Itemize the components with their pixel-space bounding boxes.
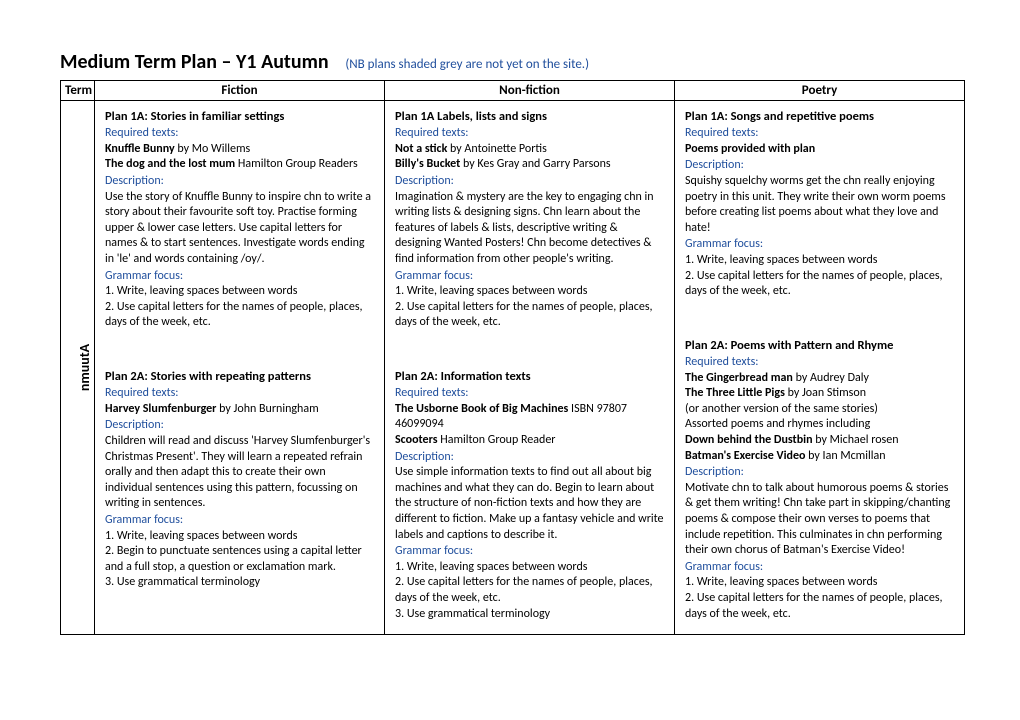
required-texts-label: Required texts:: [395, 386, 664, 402]
divider: [385, 343, 674, 361]
text-line: The Gingerbread man by Audrey Daly: [685, 371, 954, 387]
description-label: Description:: [395, 450, 664, 466]
description-label: Description:: [105, 174, 374, 190]
text-line: Batman's Exercise Video by Ian Mcmillan: [685, 449, 954, 465]
required-texts-label: Required texts:: [685, 126, 954, 142]
description-label: Description:: [685, 465, 954, 481]
text-line: The Usborne Book of Big Machines ISBN 97…: [395, 402, 664, 433]
fiction-plan-2a: Plan 2A: Stories with repeating patterns…: [95, 361, 384, 603]
required-texts-label: Required texts:: [105, 386, 374, 402]
text-line: Down behind the Dustbin by Michael rosen: [685, 433, 954, 449]
plan-title: Plan 1A: Songs and repetitive poems: [685, 109, 954, 125]
grammar-label: Grammar focus:: [105, 269, 374, 285]
plan-title: Plan 2A: Information texts: [395, 369, 664, 385]
plan-title: Plan 1A: Stories in familiar settings: [105, 109, 374, 125]
grammar-item: 3. Use grammatical terminology: [395, 607, 664, 623]
grammar-item: 1. Write, leaving spaces between words: [685, 253, 954, 269]
text-line: Scooters Hamilton Group Reader: [395, 433, 664, 449]
description-label: Description:: [395, 174, 664, 190]
text-line: Knuffle Bunny by Mo Willems: [105, 142, 374, 158]
text-line: The dog and the lost mum Hamilton Group …: [105, 157, 374, 173]
grammar-item: 1. Write, leaving spaces between words: [685, 575, 954, 591]
divider: [675, 312, 964, 330]
grammar-label: Grammar focus:: [685, 560, 954, 576]
grammar-item: 2. Use capital letters for the names of …: [685, 269, 954, 300]
header: Medium Term Plan – Y1 Autumn (NB plans s…: [60, 50, 960, 74]
fiction-cell: Plan 1A: Stories in familiar settings Re…: [95, 101, 385, 635]
poetry-plan-1a: Plan 1A: Songs and repetitive poems Requ…: [675, 101, 964, 312]
text-line: (or another version of the same stories): [685, 402, 954, 418]
term-cell: nmuutA: [61, 101, 95, 635]
subtitle: (NB plans shaded grey are not yet on the…: [345, 57, 589, 72]
grammar-item: 2. Use capital letters for the names of …: [105, 300, 374, 331]
col-term: Term: [61, 81, 95, 101]
description-text: Imagination & mystery are the key to eng…: [395, 190, 664, 268]
grammar-label: Grammar focus:: [105, 513, 374, 529]
term-label: nmuutA: [76, 344, 93, 391]
grammar-label: Grammar focus:: [685, 237, 954, 253]
col-nonfiction: Non-fiction: [385, 81, 675, 101]
description-label: Description:: [685, 158, 954, 174]
text-line: Assorted poems and rhymes including: [685, 417, 954, 433]
fiction-plan-1a: Plan 1A: Stories in familiar settings Re…: [95, 101, 384, 343]
plan-title: Plan 2A: Stories with repeating patterns: [105, 369, 374, 385]
grammar-item: 1. Write, leaving spaces between words: [395, 284, 664, 300]
table-row: nmuutA Plan 1A: Stories in familiar sett…: [61, 101, 965, 635]
text-line: The Three Little Pigs by Joan Stimson: [685, 386, 954, 402]
col-poetry: Poetry: [675, 81, 965, 101]
grammar-item: 1. Write, leaving spaces between words: [105, 529, 374, 545]
grammar-item: 1. Write, leaving spaces between words: [105, 284, 374, 300]
grammar-item: 3. Use grammatical terminology: [105, 575, 374, 591]
description-text: Use the story of Knuffle Bunny to inspir…: [105, 190, 374, 268]
description-text: Use simple information texts to find out…: [395, 465, 664, 543]
divider: [95, 343, 384, 361]
poetry-plan-2a: Plan 2A: Poems with Pattern and Rhyme Re…: [675, 330, 964, 634]
text-line: Not a stick by Antoinette Portis: [395, 142, 664, 158]
grammar-item: 2. Use capital letters for the names of …: [395, 300, 664, 331]
description-label: Description:: [105, 418, 374, 434]
grammar-item: 2. Begin to punctuate sentences using a …: [105, 544, 374, 575]
table-header-row: Term Fiction Non-fiction Poetry: [61, 81, 965, 101]
col-fiction: Fiction: [95, 81, 385, 101]
text-line: Billy's Bucket by Kes Gray and Garry Par…: [395, 157, 664, 173]
text-line: Harvey Slumfenburger by John Burningham: [105, 402, 374, 418]
grammar-item: 2. Use capital letters for the names of …: [685, 591, 954, 622]
main-title: Medium Term Plan – Y1 Autumn: [60, 50, 329, 74]
grammar-item: 1. Write, leaving spaces between words: [395, 560, 664, 576]
poetry-cell: Plan 1A: Songs and repetitive poems Requ…: [675, 101, 965, 635]
required-texts-label: Required texts:: [685, 355, 954, 371]
text-line: Poems provided with plan: [685, 142, 954, 158]
nonfiction-plan-2a: Plan 2A: Information texts Required text…: [385, 361, 674, 634]
grammar-item: 2. Use capital letters for the names of …: [395, 575, 664, 606]
required-texts-label: Required texts:: [105, 126, 374, 142]
nonfiction-plan-1a: Plan 1A Labels, lists and signs Required…: [385, 101, 674, 343]
plan-title: Plan 1A Labels, lists and signs: [395, 109, 664, 125]
required-texts-label: Required texts:: [395, 126, 664, 142]
grammar-label: Grammar focus:: [395, 269, 664, 285]
plan-table: Term Fiction Non-fiction Poetry nmuutA P…: [60, 80, 965, 635]
grammar-label: Grammar focus:: [395, 544, 664, 560]
plan-title: Plan 2A: Poems with Pattern and Rhyme: [685, 338, 954, 354]
description-text: Children will read and discuss 'Harvey S…: [105, 434, 374, 512]
description-text: Motivate chn to talk about humorous poem…: [685, 481, 954, 559]
nonfiction-cell: Plan 1A Labels, lists and signs Required…: [385, 101, 675, 635]
description-text: Squishy squelchy worms get the chn reall…: [685, 174, 954, 236]
